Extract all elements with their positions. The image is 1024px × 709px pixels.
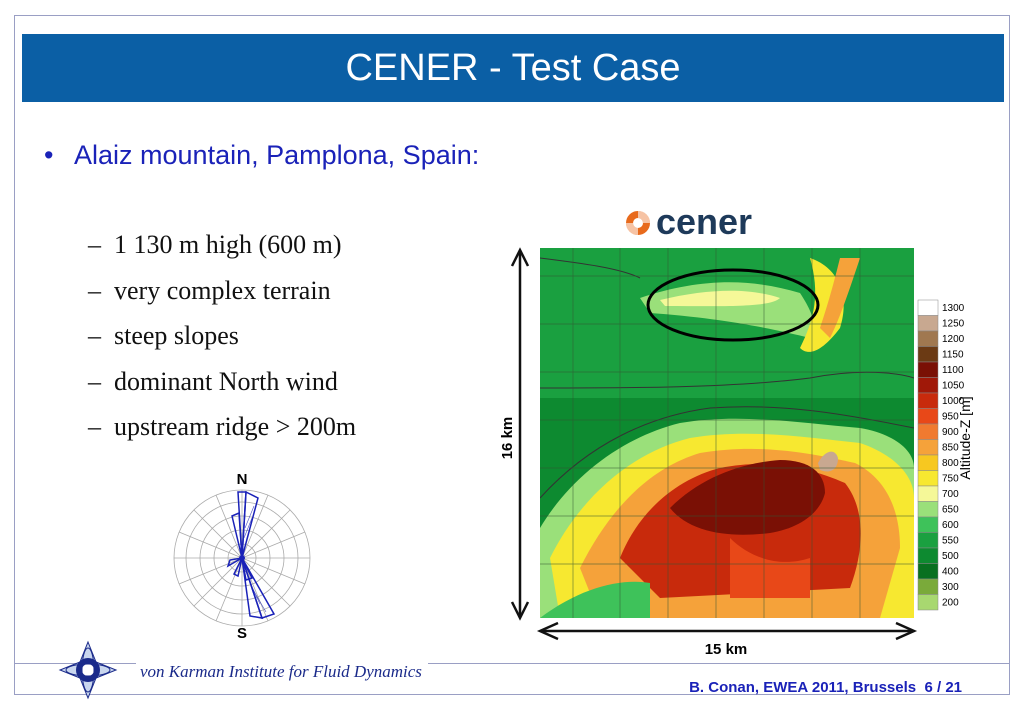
- ridge-highlight-ellipse: [646, 268, 820, 342]
- vki-logo: [48, 640, 132, 705]
- vki-emblem-icon: [58, 640, 118, 700]
- slide-title: CENER - Test Case: [345, 46, 681, 89]
- colorbar-swatch: [917, 454, 939, 471]
- colorbar-level-label: 500: [942, 551, 959, 562]
- sub-item: – upstream ridge > 200m: [88, 412, 357, 441]
- sub-item: –1 130 m high (600 m): [88, 230, 342, 259]
- colorbar-swatch: [917, 485, 939, 502]
- colorbar-level-label: 550: [942, 536, 959, 547]
- colorbar-swatch: [917, 377, 939, 394]
- colorbar-level-label: 800: [942, 458, 959, 469]
- width-label: 15 km: [705, 641, 748, 658]
- wind-rose: N S: [166, 470, 316, 647]
- colorbar-swatch: [917, 423, 939, 440]
- colorbar-level-label: 900: [942, 427, 959, 438]
- sub-item: – very complex terrain: [88, 275, 331, 305]
- colorbar: 1300 1250 1200 1150 1100 1050 1000 950 900 850 800…: [917, 299, 965, 611]
- colorbar-level-label: 300: [942, 582, 959, 593]
- height-arrow: [510, 247, 530, 621]
- colorbar-title: Altitude-Z [m]: [957, 396, 973, 479]
- logo-text: cener: [656, 203, 752, 242]
- colorbar-swatch: [917, 501, 939, 518]
- colorbar-level-label: 1100: [942, 365, 964, 376]
- slide-frame: [14, 15, 1010, 695]
- title-bar: CENER - Test Case: [22, 34, 1004, 102]
- colorbar-swatch: [917, 470, 939, 487]
- institute-name: von Karman Institute for Fluid Dynamics: [136, 662, 428, 682]
- colorbar-swatch: [917, 299, 939, 316]
- colorbar-level-label: 1250: [942, 319, 965, 330]
- colorbar-swatch: [917, 532, 939, 549]
- cener-logo: cener: [620, 203, 812, 243]
- colorbar-swatch: [917, 315, 939, 332]
- north-label: N: [237, 471, 248, 488]
- page-number: 6 / 21: [924, 679, 962, 696]
- colorbar-level-label: 1150: [942, 350, 964, 361]
- width-arrow: [536, 621, 918, 641]
- colorbar-level-label: 1050: [942, 381, 965, 392]
- colorbar-level-label: 200: [942, 598, 959, 609]
- colorbar-level-label: 400: [942, 567, 959, 578]
- colorbar-level-label: 850: [942, 443, 959, 454]
- colorbar-level-label: 1200: [942, 334, 965, 345]
- colorbar-level-label: 600: [942, 520, 959, 531]
- main-bullet: • Alaiz mountain, Pamplona, Spain:: [44, 140, 479, 171]
- colorbar-swatch: [917, 516, 939, 533]
- colorbar-swatch: [917, 594, 939, 611]
- colorbar-swatch: [917, 392, 939, 409]
- cener-swirl-icon: [626, 211, 650, 235]
- footer-citation-block: B. Conan, EWEA 2011, Brussels 6 / 21: [689, 679, 962, 696]
- footer-citation: B. Conan, EWEA 2011, Brussels: [689, 679, 917, 696]
- colorbar-level-label: 750: [942, 474, 959, 485]
- colorbar-level-label: 700: [942, 489, 959, 500]
- colorbar-level-label: 950: [942, 412, 959, 423]
- south-label: S: [237, 625, 247, 642]
- colorbar-swatch: [917, 361, 939, 378]
- sub-item: – steep slopes: [88, 321, 239, 350]
- colorbar-swatch: [917, 408, 939, 425]
- bullet-text: Alaiz mountain, Pamplona, Spain:: [74, 140, 480, 170]
- bullet-mark: •: [44, 140, 54, 170]
- sub-list: –1 130 m high (600 m) – very complex terr…: [88, 230, 356, 458]
- colorbar-swatch: [917, 330, 939, 347]
- wind-rose-plot: [173, 489, 311, 627]
- colorbar-level-label: 1300: [942, 303, 965, 314]
- colorbar-swatch: [917, 563, 939, 580]
- sub-item: – dominant North wind: [88, 366, 338, 396]
- colorbar-level-label: 1000: [942, 396, 965, 407]
- height-label: 16 km: [499, 417, 516, 460]
- colorbar-level-label: 650: [942, 505, 959, 516]
- colorbar-swatch: [917, 547, 939, 564]
- colorbar-swatch: [917, 578, 939, 595]
- terrain-map: 16 km 15 km 1300 1250 1200 1150 1100 1050 1000…: [480, 238, 980, 668]
- footer-divider: [14, 663, 1010, 664]
- colorbar-swatch: [917, 439, 939, 456]
- terrain-plot: [540, 248, 914, 618]
- colorbar-swatch: [917, 346, 939, 363]
